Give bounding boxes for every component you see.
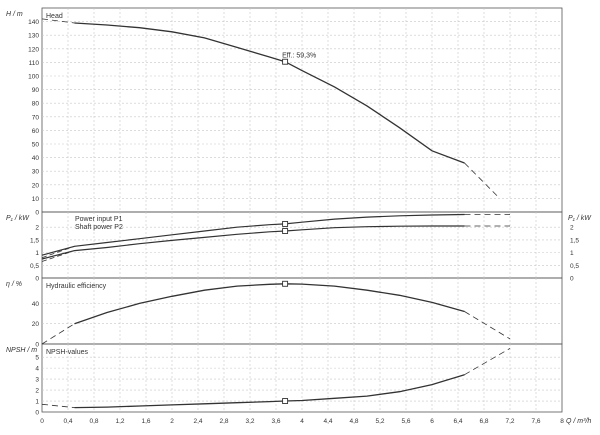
y-tick-label-head: 100 xyxy=(28,74,39,81)
duty-point-marker xyxy=(282,398,289,404)
x-tick-label: 0 xyxy=(40,418,44,425)
y-tick-label-head: 140 xyxy=(28,19,39,26)
x-tick-label: 4,4 xyxy=(323,418,332,425)
panel-title-npsh: NPSH-values xyxy=(46,349,89,356)
y-tick-label-right: 1 xyxy=(570,250,574,257)
panel-title-head: Head xyxy=(46,13,63,20)
legend-label: Shaft power P2 xyxy=(75,224,123,231)
series-line-shaft-power-p2 xyxy=(41,225,465,260)
y-tick-label-head: 10 xyxy=(32,196,40,203)
series-line-leadin xyxy=(41,250,75,262)
y-tick-label-power: 0,5 xyxy=(30,263,39,270)
series-line-efficiency-dashed xyxy=(41,323,75,345)
y-tick-label-head: 70 xyxy=(32,114,40,121)
y-tick-label-head: 20 xyxy=(32,182,40,189)
x-tick-label: 2,8 xyxy=(219,418,228,425)
series-line-head xyxy=(74,22,465,164)
series-line-head-dashed xyxy=(464,162,498,196)
y-tick-label-npsh: 1 xyxy=(35,399,39,406)
y-tick-label-head: 80 xyxy=(32,101,40,108)
y-tick-label-head: 60 xyxy=(32,128,40,135)
y-tick-label-right: 2 xyxy=(570,225,574,232)
x-tick-label: 6 xyxy=(430,418,434,425)
y-tick-label-head: 130 xyxy=(28,33,39,40)
x-tick-label: 5,2 xyxy=(375,418,384,425)
series-line-leadin xyxy=(41,245,75,259)
series-line-npsh-dashed xyxy=(41,403,75,408)
y-tick-label-npsh: 2 xyxy=(35,388,39,395)
y-tick-label-head: 30 xyxy=(32,169,40,176)
series-line-efficiency-dashed xyxy=(464,311,511,340)
y-tick-label-efficiency: 0 xyxy=(35,342,39,349)
y-axis-label-efficiency: η / % xyxy=(6,281,22,288)
y-tick-label-head: 90 xyxy=(32,87,40,94)
x-tick-label: 1,2 xyxy=(115,418,124,425)
x-tick-label: 3,2 xyxy=(245,418,254,425)
y-axis-label-power: P₁ / kW xyxy=(6,215,30,222)
panel-title-efficiency: Hydraulic efficiency xyxy=(46,283,107,290)
y-tick-label-right: 1,5 xyxy=(570,237,579,244)
x-tick-label: 0,8 xyxy=(89,418,98,425)
y-tick-label-npsh: 4 xyxy=(35,366,39,373)
series-line-power-input-p1 xyxy=(41,213,465,256)
x-tick-label: 4,8 xyxy=(349,418,358,425)
x-tick-label: 7,6 xyxy=(531,418,540,425)
x-tick-label: 2 xyxy=(170,418,174,425)
y-axis-label-right: P₁ / kW xyxy=(568,215,592,222)
series-line-npsh xyxy=(74,374,465,409)
duty-point-marker xyxy=(282,228,289,234)
duty-point-marker xyxy=(282,280,289,287)
y-axis-label-npsh: NPSH / m xyxy=(6,347,37,354)
series-line-head-dashed xyxy=(41,18,75,24)
duty-point-marker xyxy=(282,58,289,65)
series-line-npsh-dashed xyxy=(464,348,511,376)
x-tick-label: 4 xyxy=(300,418,304,425)
y-tick-label-head: 0 xyxy=(35,210,39,217)
y-axis-label-head: H / m xyxy=(6,11,23,18)
x-tick-label: 6,4 xyxy=(453,418,462,425)
y-tick-label-efficiency: 20 xyxy=(32,321,40,328)
x-tick-label: 1,6 xyxy=(141,418,150,425)
y-tick-label-efficiency: 40 xyxy=(32,301,40,308)
duty-point-marker xyxy=(282,220,289,227)
x-tick-label: 6,8 xyxy=(479,418,488,425)
legend-label: Power input P1 xyxy=(75,216,123,223)
y-tick-label-npsh: 3 xyxy=(35,377,39,384)
x-tick-label: 5,6 xyxy=(401,418,410,425)
y-tick-label-power: 1 xyxy=(35,250,39,257)
y-tick-label-right: 0 xyxy=(570,276,574,283)
y-tick-label-head: 50 xyxy=(32,142,40,149)
y-tick-label-head: 120 xyxy=(28,46,39,53)
y-tick-label-power: 1,5 xyxy=(30,237,39,244)
annotation-text: Eff.: 59,3% xyxy=(282,53,316,60)
y-tick-label-head: 110 xyxy=(29,60,40,67)
y-tick-label-right: 0,5 xyxy=(570,263,579,270)
x-tick-label: 3,6 xyxy=(271,418,280,425)
x-tick-label: 8 xyxy=(560,418,564,425)
x-tick-label: 0,4 xyxy=(63,418,72,425)
y-tick-label-npsh: 0 xyxy=(35,410,39,417)
x-tick-label: 7,2 xyxy=(505,418,514,425)
y-tick-label-power: 0 xyxy=(35,276,39,283)
y-tick-label-power: 2 xyxy=(35,225,39,232)
x-axis-label: Q / m³/h xyxy=(566,418,591,425)
y-tick-label-head: 40 xyxy=(32,155,40,162)
y-tick-label-npsh: 5 xyxy=(35,355,39,362)
x-tick-label: 2,4 xyxy=(193,418,202,425)
series-line-efficiency xyxy=(74,283,465,325)
